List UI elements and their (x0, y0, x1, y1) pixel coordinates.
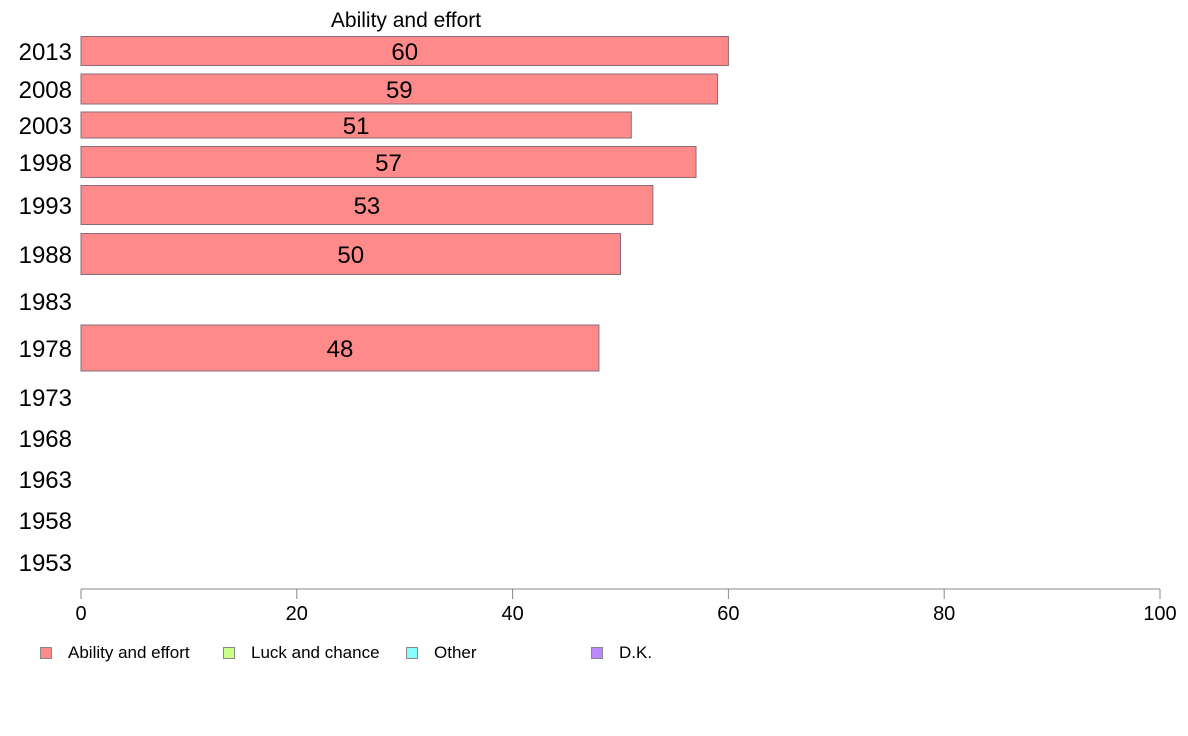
bar (80, 233, 621, 275)
y-category-label: 2008 (19, 77, 72, 104)
y-category-label: 1983 (19, 289, 72, 316)
y-category-label: 2013 (19, 39, 72, 66)
bars-layer (80, 36, 729, 372)
legend-item: Luck and chance (223, 643, 380, 663)
data-label: 60 (391, 39, 418, 66)
x-tick-label: 40 (501, 603, 523, 625)
y-category-label: 1988 (19, 242, 72, 269)
bar (80, 36, 729, 66)
x-tick-label: 0 (75, 603, 86, 625)
y-category-labels: 2013 2008 2003 1998 1993 1988 1983 1978 1973 1968… (19, 39, 72, 577)
y-category-label: 1953 (19, 550, 72, 577)
data-label: 51 (343, 113, 370, 140)
legend-label: Other (434, 643, 477, 662)
y-category-label: 2003 (19, 113, 72, 140)
x-tick-label: 80 (933, 603, 955, 625)
bar (80, 324, 600, 372)
x-axis: 0 20 40 60 80 100 (75, 588, 1177, 625)
y-category-label: 1973 (19, 385, 72, 412)
legend-label: Luck and chance (251, 643, 380, 662)
y-category-label: 1958 (19, 508, 72, 535)
y-category-label: 1978 (19, 336, 72, 363)
legend-item: D.K. (591, 643, 652, 663)
data-label: 48 (327, 336, 354, 363)
y-category-label: 1998 (19, 150, 72, 177)
data-label: 59 (386, 77, 413, 104)
legend-swatch (40, 647, 52, 659)
legend-swatch (591, 647, 603, 659)
x-tick-label: 60 (717, 603, 739, 625)
data-label: 57 (375, 150, 402, 177)
x-tick-label: 100 (1143, 603, 1176, 625)
y-category-label: 1993 (19, 193, 72, 220)
bar (80, 73, 719, 105)
y-category-label: 1963 (19, 467, 72, 494)
bar (80, 146, 697, 178)
legend-swatch (223, 647, 235, 659)
y-category-label: 1968 (19, 426, 72, 453)
legend-item: Other (406, 643, 477, 663)
data-label: 50 (337, 242, 364, 269)
data-label: 53 (354, 193, 381, 220)
legend-label: Ability and effort (68, 643, 190, 662)
legend-label: D.K. (619, 643, 653, 662)
legend-item: Ability and effort (40, 643, 190, 663)
legend: Ability and effort Luck and chance Other D.… (40, 643, 1160, 663)
legend-swatch (406, 647, 418, 659)
chart-title: Ability and effort (331, 9, 481, 32)
x-tick-label: 20 (286, 603, 308, 625)
bar (80, 185, 654, 225)
bar (80, 111, 632, 139)
